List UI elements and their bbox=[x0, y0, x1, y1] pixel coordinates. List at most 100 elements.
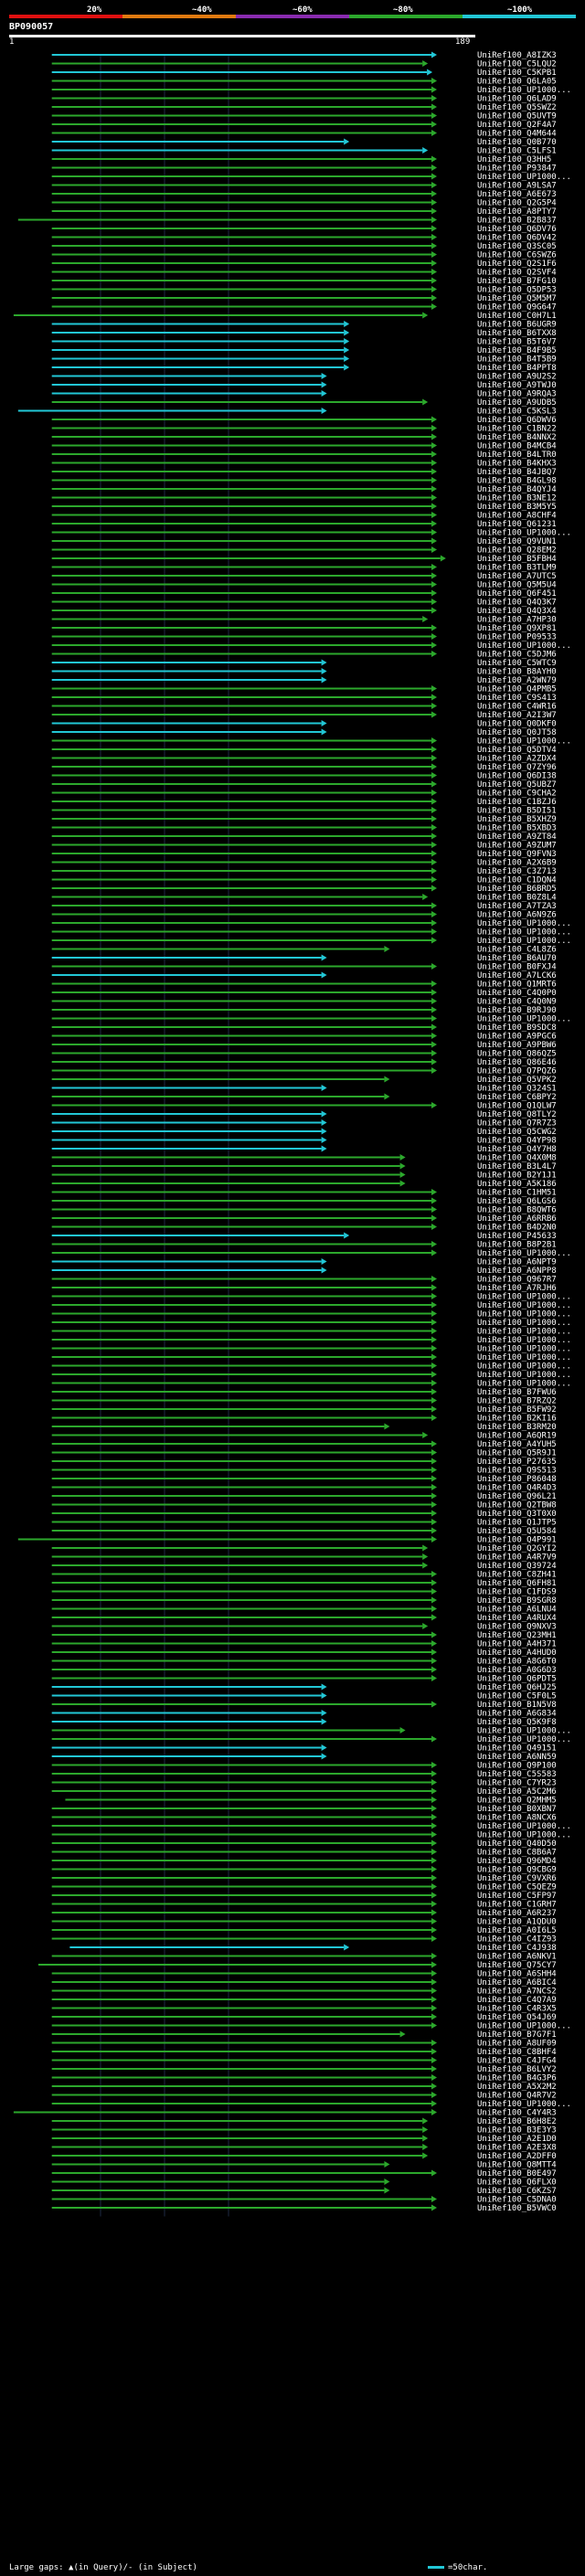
hit-label[interactable]: UniRef100_UP1000... bbox=[477, 919, 571, 928]
hit-label[interactable]: UniRef100_B4G3P6 bbox=[477, 2074, 557, 2083]
hit-label[interactable]: UniRef100_B7RZQ2 bbox=[477, 1397, 557, 1406]
hit-label[interactable]: UniRef100_B8QWT6 bbox=[477, 1206, 557, 1215]
hit-label[interactable]: UniRef100_Q28EM2 bbox=[477, 546, 557, 556]
hit-label[interactable]: UniRef100_A2E3X8 bbox=[477, 2144, 557, 2153]
hit-label[interactable]: UniRef100_Q40D50 bbox=[477, 1839, 557, 1849]
hit-label[interactable]: UniRef100_A6N9Z6 bbox=[477, 911, 557, 920]
hit-label[interactable]: UniRef100_B6AU70 bbox=[477, 954, 557, 963]
hit-label[interactable]: UniRef100_C9VXR6 bbox=[477, 1874, 557, 1883]
hit-label[interactable]: UniRef100_C4J938 bbox=[477, 1944, 557, 1953]
hit-label[interactable]: UniRef100_Q9S513 bbox=[477, 1467, 557, 1476]
hit-label[interactable]: UniRef100_Q96L21 bbox=[477, 1492, 557, 1501]
hit-label[interactable]: UniRef100_C4Q7A9 bbox=[477, 1996, 557, 2005]
hit-label[interactable]: UniRef100_Q5VPK2 bbox=[477, 1076, 557, 1085]
hit-label[interactable]: UniRef100_Q6FLX0 bbox=[477, 2178, 557, 2188]
hit-label[interactable]: UniRef100_UP1000... bbox=[477, 1336, 571, 1345]
hit-label[interactable]: UniRef100_B4JBQ7 bbox=[477, 468, 557, 477]
hit-label[interactable]: UniRef100_UP1000... bbox=[477, 1249, 571, 1258]
hit-label[interactable]: UniRef100_B5T6V7 bbox=[477, 338, 557, 347]
hit-label[interactable]: UniRef100_B3NE12 bbox=[477, 494, 557, 504]
hit-label[interactable]: UniRef100_A4R7V9 bbox=[477, 1553, 557, 1563]
hit-label[interactable]: UniRef100_Q967R7 bbox=[477, 1276, 557, 1285]
hit-label[interactable]: UniRef100_C5WTC9 bbox=[477, 659, 557, 668]
hit-label[interactable]: UniRef100_UP1000... bbox=[477, 1822, 571, 1831]
hit-label[interactable]: UniRef100_B9SGR8 bbox=[477, 1596, 557, 1606]
hit-label[interactable]: UniRef100_Q5DTV4 bbox=[477, 746, 557, 755]
hit-label[interactable]: UniRef100_Q2GYI2 bbox=[477, 1544, 557, 1553]
hit-label[interactable]: UniRef100_A9PGC6 bbox=[477, 1033, 557, 1042]
hit-label[interactable]: UniRef100_C5QEZ9 bbox=[477, 1883, 557, 1892]
hit-label[interactable]: UniRef100_C3Z713 bbox=[477, 867, 557, 876]
hit-label[interactable]: UniRef100_Q5M5U4 bbox=[477, 581, 557, 590]
hit-label[interactable]: UniRef100_UP1000... bbox=[477, 937, 571, 946]
hit-label[interactable]: UniRef100_P93847 bbox=[477, 164, 557, 174]
hit-label[interactable]: UniRef100_Q3T0X0 bbox=[477, 1510, 557, 1519]
hit-label[interactable]: UniRef100_UP1000... bbox=[477, 1328, 571, 1337]
hit-label[interactable]: UniRef100_C5KPB1 bbox=[477, 69, 557, 78]
hit-label[interactable]: UniRef100_A7TZA3 bbox=[477, 902, 557, 911]
hit-label[interactable]: UniRef100_Q4Y7H8 bbox=[477, 1145, 557, 1154]
hit-label[interactable]: UniRef100_Q54J69 bbox=[477, 2013, 557, 2022]
hit-label[interactable]: UniRef100_Q6PDT5 bbox=[477, 1675, 557, 1684]
hit-label[interactable]: UniRef100_Q61231 bbox=[477, 520, 557, 529]
hit-label[interactable]: UniRef100_Q6DI38 bbox=[477, 772, 557, 781]
hit-label[interactable]: UniRef100_UP1000... bbox=[477, 1362, 571, 1372]
hit-label[interactable]: UniRef100_C8BHF4 bbox=[477, 2048, 557, 2057]
hit-label[interactable]: UniRef100_Q0B770 bbox=[477, 138, 557, 147]
hit-label[interactable]: UniRef100_B5XHZ9 bbox=[477, 815, 557, 824]
hit-label[interactable]: UniRef100_Q86E46 bbox=[477, 1058, 557, 1067]
hit-label[interactable]: UniRef100_A8G6T0 bbox=[477, 1658, 557, 1667]
hit-label[interactable]: UniRef100_C5DNA0 bbox=[477, 2196, 557, 2205]
hit-label[interactable]: UniRef100_C5F0L5 bbox=[477, 1692, 557, 1701]
hit-label[interactable]: UniRef100_UP1000... bbox=[477, 1319, 571, 1328]
hit-label[interactable]: UniRef100_Q5UBZ7 bbox=[477, 780, 557, 790]
hit-label[interactable]: UniRef100_B5FW92 bbox=[477, 1405, 557, 1415]
hit-label[interactable]: UniRef100_C8ZH41 bbox=[477, 1571, 557, 1580]
hit-label[interactable]: UniRef100_Q6DWV6 bbox=[477, 416, 557, 425]
hit-label[interactable]: UniRef100_B6UGR9 bbox=[477, 321, 557, 330]
hit-label[interactable]: UniRef100_B2KI16 bbox=[477, 1415, 557, 1424]
hit-label[interactable]: UniRef100_Q96MD4 bbox=[477, 1857, 557, 1866]
hit-label[interactable]: UniRef100_C5KSL3 bbox=[477, 408, 557, 417]
hit-label[interactable]: UniRef100_Q4M644 bbox=[477, 130, 557, 139]
hit-label[interactable]: UniRef100_Q5U584 bbox=[477, 1527, 557, 1536]
hit-label[interactable]: UniRef100_B0FXJ4 bbox=[477, 963, 557, 972]
hit-label[interactable]: UniRef100_C4L8Z6 bbox=[477, 946, 557, 955]
hit-label[interactable]: UniRef100_Q9CBG9 bbox=[477, 1866, 557, 1875]
hit-label[interactable]: UniRef100_A7NCS2 bbox=[477, 1988, 557, 1997]
hit-label[interactable]: UniRef100_C4Q0P0 bbox=[477, 989, 557, 998]
hit-label[interactable]: UniRef100_Q4Q3K7 bbox=[477, 599, 557, 608]
hit-label[interactable]: UniRef100_A6NPT9 bbox=[477, 1258, 557, 1267]
hit-label[interactable]: UniRef100_Q5SWZ2 bbox=[477, 103, 557, 112]
hit-label[interactable]: UniRef100_Q6LAD9 bbox=[477, 95, 557, 104]
hit-label[interactable]: UniRef100_C4IZ93 bbox=[477, 1935, 557, 1945]
hit-label[interactable]: UniRef100_Q6DV76 bbox=[477, 225, 557, 234]
hit-label[interactable]: UniRef100_Q0JT58 bbox=[477, 728, 557, 737]
hit-label[interactable]: UniRef100_A8CHF4 bbox=[477, 512, 557, 521]
hit-label[interactable]: UniRef100_C8B6A7 bbox=[477, 1849, 557, 1858]
hit-label[interactable]: UniRef100_B3M5Y5 bbox=[477, 503, 557, 512]
hit-label[interactable]: UniRef100_B7G7F1 bbox=[477, 2030, 557, 2040]
hit-label[interactable]: UniRef100_B0XBN7 bbox=[477, 1805, 557, 1814]
hit-label[interactable]: UniRef100_B4F9B5 bbox=[477, 346, 557, 355]
hit-label[interactable]: UniRef100_Q1MRT6 bbox=[477, 981, 557, 990]
hit-label[interactable]: UniRef100_B6TXX8 bbox=[477, 329, 557, 338]
hit-label[interactable]: UniRef100_A9ZT84 bbox=[477, 832, 557, 842]
hit-label[interactable]: UniRef100_UP1000... bbox=[477, 1380, 571, 1389]
hit-label[interactable]: UniRef100_C5DJM6 bbox=[477, 651, 557, 660]
hit-label[interactable]: UniRef100_Q0DKF0 bbox=[477, 720, 557, 729]
hit-label[interactable]: UniRef100_Q2G5P4 bbox=[477, 199, 557, 208]
hit-label[interactable]: UniRef100_A9TWJ0 bbox=[477, 381, 557, 390]
hit-label[interactable]: UniRef100_C1DQN4 bbox=[477, 876, 557, 885]
hit-label[interactable]: UniRef100_UP1000... bbox=[477, 1293, 571, 1302]
hit-label[interactable]: UniRef100_C5LQU2 bbox=[477, 60, 557, 69]
hit-label[interactable]: UniRef100_A8PTY7 bbox=[477, 207, 557, 217]
hit-label[interactable]: UniRef100_B3RM20 bbox=[477, 1423, 557, 1432]
hit-label[interactable]: UniRef100_A9LSA7 bbox=[477, 182, 557, 191]
hit-label[interactable]: UniRef100_Q9G647 bbox=[477, 303, 557, 313]
hit-label[interactable]: UniRef100_B6LVY2 bbox=[477, 2065, 557, 2074]
hit-label[interactable]: UniRef100_B3L4L7 bbox=[477, 1162, 557, 1171]
hit-label[interactable]: UniRef100_Q6LGS6 bbox=[477, 1197, 557, 1206]
hit-label[interactable]: UniRef100_UP1000... bbox=[477, 529, 571, 538]
hit-label[interactable]: UniRef100_B4QYJ4 bbox=[477, 485, 557, 494]
